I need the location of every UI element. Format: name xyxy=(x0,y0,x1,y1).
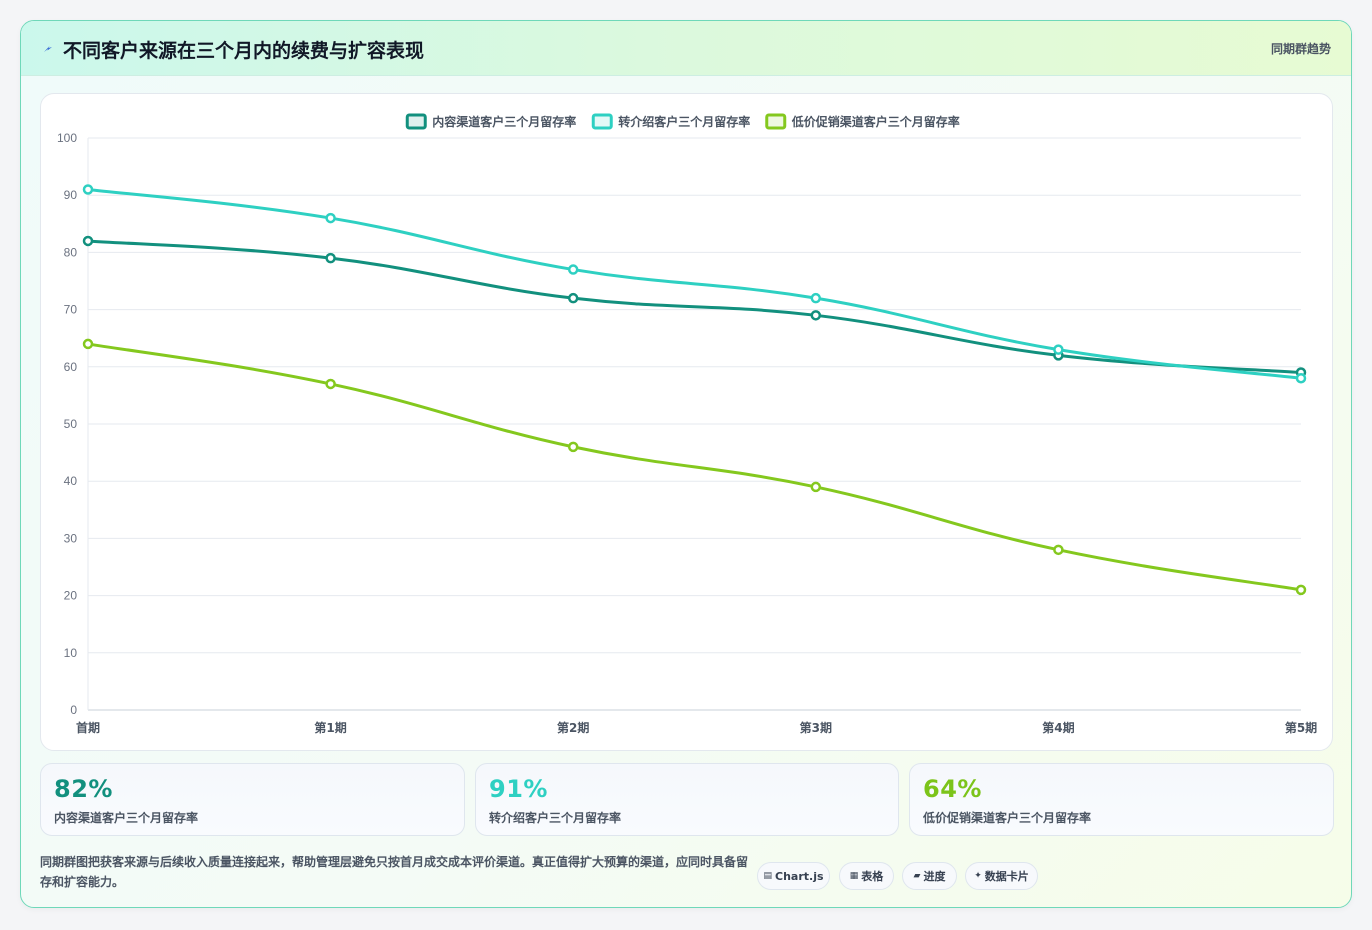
data-point xyxy=(567,292,579,304)
legend-swatch xyxy=(591,113,613,130)
lightning-icon xyxy=(44,46,52,52)
stat-label: 内容渠道客户三个月留存率 xyxy=(54,811,199,825)
data-point xyxy=(567,264,579,275)
stat-value: 82% xyxy=(54,775,113,803)
legend-label: 转介绍客户三个月留存率 xyxy=(618,114,750,129)
y-tick-label: 20 xyxy=(64,589,78,603)
data-point xyxy=(82,184,94,195)
retention-line-chart: 0 10 20 30 40 50 60 70 80 90 100 首期 第1期 第2期 第3期 第4期 第5期 内… xyxy=(57,113,1317,735)
card-header: 不同客户来源在三个月内的续费与扩容表现 同期群趋势 xyxy=(21,21,1351,76)
trend-label: 同期群趋势 xyxy=(1270,42,1331,56)
tag-label: 表格 xyxy=(861,870,884,883)
stat-card-referral: 91% 转介绍客户三个月留存率 xyxy=(475,763,899,836)
x-tick-label: 第4期 xyxy=(1042,720,1074,735)
stat-card-promo: 64% 低价促销渠道客户三个月留存率 xyxy=(909,763,1334,836)
stat-label: 低价促销渠道客户三个月留存率 xyxy=(923,811,1092,825)
x-tick-label: 第3期 xyxy=(800,720,832,735)
series-line xyxy=(87,239,1302,375)
data-point xyxy=(810,481,822,493)
data-point xyxy=(82,338,94,350)
data-point xyxy=(1053,344,1064,355)
cohort-card: 不同客户来源在三个月内的续费与扩容表现 同期群趋势 0 10 20 30 40 50 60 7… xyxy=(20,20,1352,908)
y-tick-label: 30 xyxy=(64,531,78,545)
legend-swatch xyxy=(765,113,787,130)
tag-table[interactable]: ▦ 表格 xyxy=(839,862,894,890)
y-tick-label: 10 xyxy=(64,646,78,660)
tag-progress[interactable]: ▰ 进度 xyxy=(902,862,957,890)
legend-swatch xyxy=(405,113,427,130)
tag-label: 进度 xyxy=(923,870,946,883)
y-tick-label: 40 xyxy=(64,474,78,488)
data-point xyxy=(1295,372,1307,384)
x-tick-label: 第2期 xyxy=(557,720,589,735)
stat-value: 64% xyxy=(923,775,982,803)
tag-label: Chart.js xyxy=(775,869,824,883)
tag-chartjs[interactable]: ▤ Chart.js xyxy=(757,862,830,890)
chart-panel: 0 10 20 30 40 50 60 70 80 90 100 首期 第1期 第2期 第3期 第4期 第5期 内… xyxy=(40,93,1333,751)
y-tick-label: 100 xyxy=(57,131,77,145)
page-title: 不同客户来源在三个月内的续费与扩容表现 xyxy=(63,40,425,62)
data-point xyxy=(810,292,822,304)
data-point xyxy=(82,235,94,247)
progress-icon: ▰ xyxy=(913,871,921,881)
data-point xyxy=(1053,544,1064,556)
legend-label: 低价促销渠道客户三个月留存率 xyxy=(791,114,960,129)
x-tick-label: 第1期 xyxy=(314,720,346,735)
stat-card-content: 82% 内容渠道客户三个月留存率 xyxy=(40,763,465,836)
tag-data-card[interactable]: ✦ 数据卡片 xyxy=(965,862,1038,890)
y-tick-label: 50 xyxy=(64,417,78,431)
data-point xyxy=(1295,584,1307,596)
y-tick-label: 90 xyxy=(64,188,78,202)
stat-value: 91% xyxy=(489,775,548,803)
legend-label: 内容渠道客户三个月留存率 xyxy=(432,114,576,129)
stat-label: 转介绍客户三个月留存率 xyxy=(489,811,622,825)
data-point xyxy=(325,252,336,264)
tag-label: 数据卡片 xyxy=(984,870,1029,883)
y-tick-label: 60 xyxy=(64,360,78,374)
footnote-text: 同期群图把获客来源与后续收入质量连接起来，帮助管理层避免只按首月成交成本评价渠道… xyxy=(40,855,749,889)
y-tick-label: 0 xyxy=(70,703,77,717)
table-icon: ▦ xyxy=(849,871,859,881)
sparkle-icon: ✦ xyxy=(974,871,982,881)
data-point xyxy=(810,310,822,321)
x-tick-label: 首期 xyxy=(76,720,100,735)
series-line xyxy=(87,342,1302,592)
data-point xyxy=(567,441,579,453)
data-point xyxy=(325,378,336,390)
chart-icon: ▤ xyxy=(763,871,772,881)
x-tick-label: 第5期 xyxy=(1285,720,1317,735)
series-line xyxy=(87,187,1302,380)
data-point xyxy=(325,212,336,224)
y-tick-label: 80 xyxy=(64,245,78,259)
y-tick-label: 70 xyxy=(64,303,78,317)
